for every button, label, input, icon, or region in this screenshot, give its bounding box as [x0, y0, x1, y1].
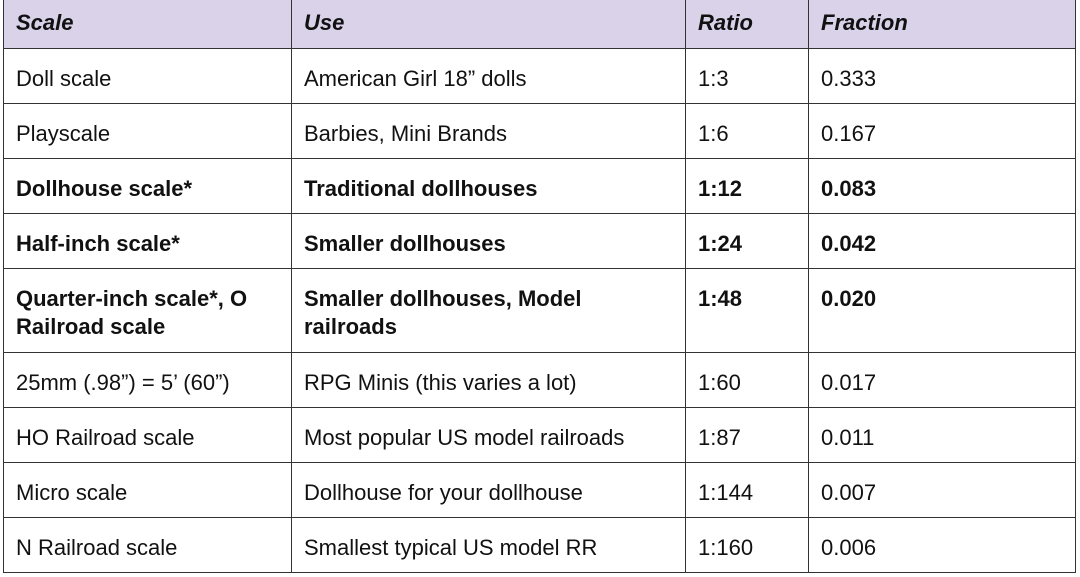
table-cell: Doll scale	[3, 47, 292, 104]
table-cell: Most popular US model railroads	[291, 406, 686, 463]
table-cell: Barbies, Mini Brands	[291, 102, 686, 159]
table-cell: Traditional dollhouses	[291, 157, 686, 214]
table-cell: 0.167	[808, 102, 1076, 159]
table-row: Dollhouse scale* Traditional dollhouses 1:…	[3, 157, 1076, 214]
table-cell: 1:60	[685, 351, 809, 408]
table-cell: Smaller dollhouses	[291, 212, 686, 269]
table-cell: 0.006	[808, 516, 1076, 573]
table-cell: 1:6	[685, 102, 809, 159]
scale-table: Scale Use Ratio Fraction Doll scale American…	[3, 0, 1076, 573]
table-cell: 0.333	[808, 47, 1076, 104]
table-cell: 1:87	[685, 406, 809, 463]
header-cell: Scale	[3, 0, 292, 49]
table-cell: 25mm (.98”) = 5’ (60”)	[3, 351, 292, 408]
table-row: Quarter-inch scale*, O Railroad scale Sma…	[3, 267, 1076, 353]
table-cell: 0.017	[808, 351, 1076, 408]
table-row: Playscale Barbies, Mini Brands 1:6 0.167	[3, 102, 1076, 159]
table-cell: Half-inch scale*	[3, 212, 292, 269]
table-cell: 0.083	[808, 157, 1076, 214]
table-cell: 1:12	[685, 157, 809, 214]
table-cell: 1:3	[685, 47, 809, 104]
table-row: 25mm (.98”) = 5’ (60”) RPG Minis (this va…	[3, 351, 1076, 408]
table-cell: 1:24	[685, 212, 809, 269]
table-body: Doll scale American Girl 18” dolls 1:3 0.33…	[3, 47, 1076, 573]
table-cell: N Railroad scale	[3, 516, 292, 573]
table-header: Scale Use Ratio Fraction	[3, 0, 1076, 49]
table-cell: Quarter-inch scale*, O Railroad scale	[3, 267, 292, 353]
table-cell: 0.007	[808, 461, 1076, 518]
header-row: Scale Use Ratio Fraction	[3, 0, 1076, 49]
table-cell: 1:160	[685, 516, 809, 573]
table-cell: 0.011	[808, 406, 1076, 463]
header-cell: Fraction	[808, 0, 1076, 49]
table-row: Doll scale American Girl 18” dolls 1:3 0.33…	[3, 47, 1076, 104]
table-cell: Dollhouse scale*	[3, 157, 292, 214]
table-row: HO Railroad scale Most popular US model r…	[3, 406, 1076, 463]
table-cell: Micro scale	[3, 461, 292, 518]
table-row: Half-inch scale* Smaller dollhouses 1:24 0.…	[3, 212, 1076, 269]
table-row: Micro scale Dollhouse for your dollhouse 1…	[3, 461, 1076, 518]
table-cell: RPG Minis (this varies a lot)	[291, 351, 686, 408]
table-cell: 0.020	[808, 267, 1076, 353]
header-cell: Ratio	[685, 0, 809, 49]
table-cell: HO Railroad scale	[3, 406, 292, 463]
table-cell: Dollhouse for your dollhouse	[291, 461, 686, 518]
table-cell: Smallest typical US model RR	[291, 516, 686, 573]
header-cell: Use	[291, 0, 686, 49]
table-cell: 1:144	[685, 461, 809, 518]
table-cell: Smaller dollhouses, Model railroads	[291, 267, 686, 353]
table-cell: 1:48	[685, 267, 809, 353]
table-cell: 0.042	[808, 212, 1076, 269]
table-cell: Playscale	[3, 102, 292, 159]
table-row: N Railroad scale Smallest typical US mode…	[3, 516, 1076, 573]
table-cell: American Girl 18” dolls	[291, 47, 686, 104]
